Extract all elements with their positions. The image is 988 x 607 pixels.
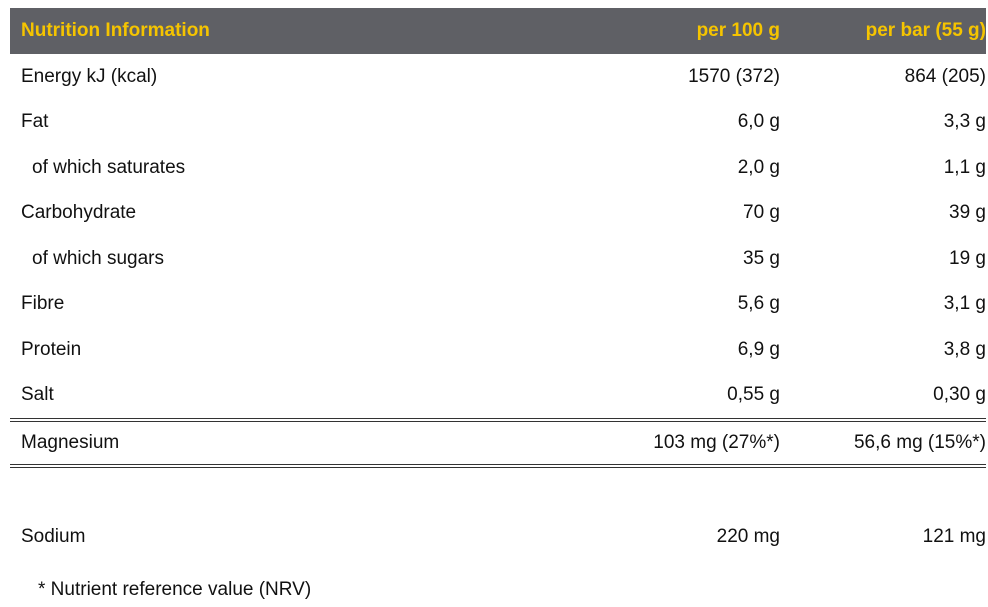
table-row-salt: Salt 0,55 g 0,30 g: [10, 373, 986, 419]
row-label: Energy kJ (kcal): [21, 65, 158, 87]
row-per-100g: 5,6 g: [737, 293, 780, 315]
row-label: Magnesium: [21, 432, 120, 453]
table-row-fat: Fat 6,0 g 3,3 g: [10, 100, 986, 146]
header-per-100g: per 100 g: [696, 20, 780, 41]
row-per-bar: 0,30 g: [933, 384, 986, 406]
row-per-bar: 39 g: [949, 202, 986, 224]
row-per-bar: 3,1 g: [943, 293, 986, 315]
table-row-saturates: of which saturates 2,0 g 1,1 g: [10, 145, 986, 191]
table-row-sodium: Sodium 220 mg 121 mg: [10, 514, 986, 560]
row-per-bar: 864 (205): [904, 65, 986, 87]
row-label: Salt: [21, 384, 54, 406]
row-per-100g: 6,9 g: [737, 338, 780, 360]
row-per-100g: 6,0 g: [737, 111, 780, 133]
table-row-fibre: Fibre 5,6 g 3,1 g: [10, 282, 986, 328]
row-per-bar: 3,8 g: [943, 338, 986, 360]
row-label: Fibre: [21, 293, 65, 315]
row-per-100g: 103 mg (27%*): [653, 432, 780, 453]
row-per-bar: 56,6 mg (15%*): [853, 432, 986, 453]
row-per-bar: 3,3 g: [943, 111, 986, 133]
table-row-carbohydrate: Carbohydrate 70 g 39 g: [10, 191, 986, 237]
table-row-protein: Protein 6,9 g 3,8 g: [10, 327, 986, 373]
table-row-magnesium: Magnesium 103 mg (27%*) 56,6 mg (15%*): [10, 418, 986, 468]
footnote: * Nutrient reference value (NRV): [38, 579, 312, 600]
table-row-sugars: of which sugars 35 g 19 g: [10, 236, 986, 282]
row-per-bar: 121 mg: [922, 525, 986, 547]
nutrition-table: Nutrition Information per 100 g per bar …: [10, 8, 986, 560]
header-title: Nutrition Information: [21, 20, 210, 41]
row-label: Sodium: [21, 525, 86, 547]
row-per-100g: 1570 (372): [688, 65, 780, 87]
row-spacer: [10, 468, 986, 514]
row-per-100g: 70 g: [743, 202, 780, 224]
table-header: Nutrition Information per 100 g per bar …: [10, 8, 986, 54]
row-per-100g: 0,55 g: [727, 384, 780, 406]
header-per-bar: per bar (55 g): [865, 20, 986, 41]
row-per-100g: 220 mg: [716, 525, 780, 547]
row-label: of which sugars: [32, 247, 165, 269]
table-row-energy: Energy kJ (kcal) 1570 (372) 864 (205): [10, 54, 986, 100]
row-per-bar: 1,1 g: [943, 156, 986, 178]
row-per-100g: 35 g: [743, 247, 780, 269]
row-label: of which saturates: [32, 156, 186, 178]
row-label: Carbohydrate: [21, 202, 137, 224]
row-per-bar: 19 g: [949, 247, 986, 269]
row-label: Fat: [21, 111, 49, 133]
row-label: Protein: [21, 338, 82, 360]
row-per-100g: 2,0 g: [737, 156, 780, 178]
